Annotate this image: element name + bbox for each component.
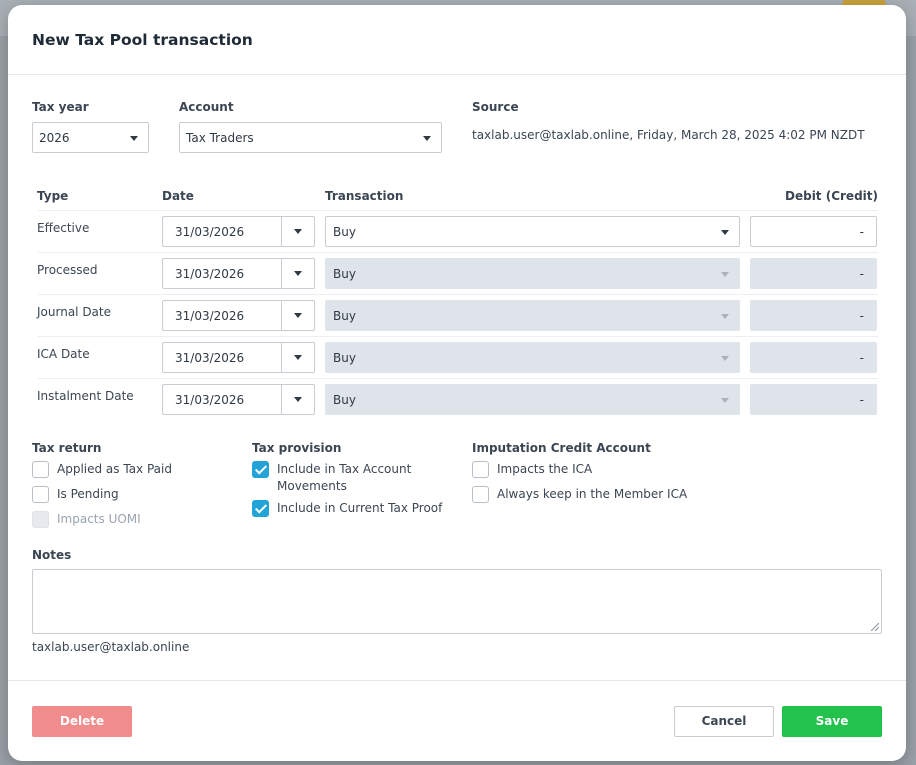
include-in-tax-account-movements-label-line2: Movements [277,479,347,493]
include-in-current-tax-proof-checkbox[interactable] [252,500,269,517]
ica-date-input[interactable]: 31/03/2026 [162,342,315,373]
chevron-down-icon [294,397,302,402]
account-label: Account [179,100,234,114]
resize-grip-icon[interactable] [871,623,879,631]
date-value: 31/03/2026 [175,393,245,407]
dialog-header: New Tax Pool transaction [8,5,906,75]
chevron-down-icon [721,398,729,403]
include-in-tax-account-movements-label-line1: Include in Tax Account [277,462,412,476]
ica-debit-input: - [750,342,877,373]
processed-date-input[interactable]: 31/03/2026 [162,258,315,289]
transaction-value: Buy [333,351,356,365]
tax-pool-transaction-dialog: New Tax Pool transaction Tax year 2026 A… [8,5,906,761]
chevron-down-icon [294,271,302,276]
date-dropdown-button[interactable] [281,343,314,372]
date-column-header: Date [162,189,194,203]
transaction-value: Buy [333,267,356,281]
chevron-down-icon [721,230,729,235]
row-type-effective: Effective [37,221,90,235]
impacts-uomi-checkbox [32,511,49,528]
applied-as-tax-paid-checkbox[interactable] [32,461,49,478]
row-type-ica-date: ICA Date [37,347,90,361]
is-pending-label: Is Pending [57,487,119,501]
processed-debit-input: - [750,258,877,289]
date-dropdown-button[interactable] [281,259,314,288]
account-select[interactable]: Tax Traders [179,122,442,153]
date-value: 31/03/2026 [175,351,245,365]
tax-year-value: 2026 [39,131,70,145]
row-type-processed: Processed [37,263,98,277]
effective-date-input[interactable]: 31/03/2026 [162,216,315,247]
impacts-uomi-label: Impacts UOMI [57,512,141,526]
source-value: taxlab.user@taxlab.online, Friday, March… [472,128,865,142]
transaction-value: Buy [333,393,356,407]
include-in-tax-account-movements-checkbox[interactable] [252,461,269,478]
instalment-transaction-select: Buy [325,384,740,415]
notes-author: taxlab.user@taxlab.online [32,640,190,654]
tax-return-label: Tax return [32,441,102,455]
tax-year-label: Tax year [32,100,89,114]
source-label: Source [472,100,519,114]
is-pending-checkbox[interactable] [32,486,49,503]
ica-label: Imputation Credit Account [472,441,651,455]
instalment-debit-input: - [750,384,877,415]
notes-textarea[interactable] [32,569,882,634]
row-divider [38,210,878,211]
transaction-value: Buy [333,309,356,323]
processed-transaction-select: Buy [325,258,740,289]
date-dropdown-button[interactable] [281,301,314,330]
row-divider [38,294,878,295]
dialog-title: New Tax Pool transaction [32,31,253,49]
chevron-down-icon [130,136,138,141]
date-dropdown-button[interactable] [281,217,314,246]
instalment-date-input[interactable]: 31/03/2026 [162,384,315,415]
row-type-instalment-date: Instalment Date [37,389,134,403]
always-keep-in-member-ica-label: Always keep in the Member ICA [497,487,688,501]
cancel-button[interactable]: Cancel [674,706,774,737]
journal-date-input[interactable]: 31/03/2026 [162,300,315,331]
date-value: 31/03/2026 [175,225,245,239]
delete-button[interactable]: Delete [32,706,132,737]
footer-divider [8,680,906,681]
always-keep-in-member-ica-checkbox[interactable] [472,486,489,503]
chevron-down-icon [294,229,302,234]
impacts-the-ica-label: Impacts the ICA [497,462,593,476]
save-button[interactable]: Save [782,706,882,737]
row-divider [38,336,878,337]
chevron-down-icon [721,356,729,361]
include-in-current-tax-proof-label: Include in Current Tax Proof [277,501,443,515]
date-value: 31/03/2026 [175,267,245,281]
effective-debit-input[interactable]: - [750,216,877,247]
chevron-down-icon [294,355,302,360]
tax-provision-label: Tax provision [252,441,342,455]
chevron-down-icon [294,313,302,318]
impacts-the-ica-checkbox[interactable] [472,461,489,478]
row-divider [38,378,878,379]
chevron-down-icon [721,314,729,319]
debit-column-header: Debit (Credit) [785,189,878,203]
transaction-value: Buy [333,225,356,239]
ica-transaction-select: Buy [325,342,740,373]
date-value: 31/03/2026 [175,309,245,323]
notes-label: Notes [32,548,72,562]
row-divider [38,252,878,253]
row-type-journal-date: Journal Date [37,305,111,319]
chevron-down-icon [721,272,729,277]
account-value: Tax Traders [186,131,254,145]
chevron-down-icon [423,136,431,141]
applied-as-tax-paid-label: Applied as Tax Paid [57,462,172,476]
journal-debit-input: - [750,300,877,331]
effective-transaction-select[interactable]: Buy [325,216,740,247]
journal-transaction-select: Buy [325,300,740,331]
transaction-column-header: Transaction [325,189,404,203]
type-column-header: Type [37,189,69,203]
tax-year-select[interactable]: 2026 [32,122,149,153]
date-dropdown-button[interactable] [281,385,314,414]
